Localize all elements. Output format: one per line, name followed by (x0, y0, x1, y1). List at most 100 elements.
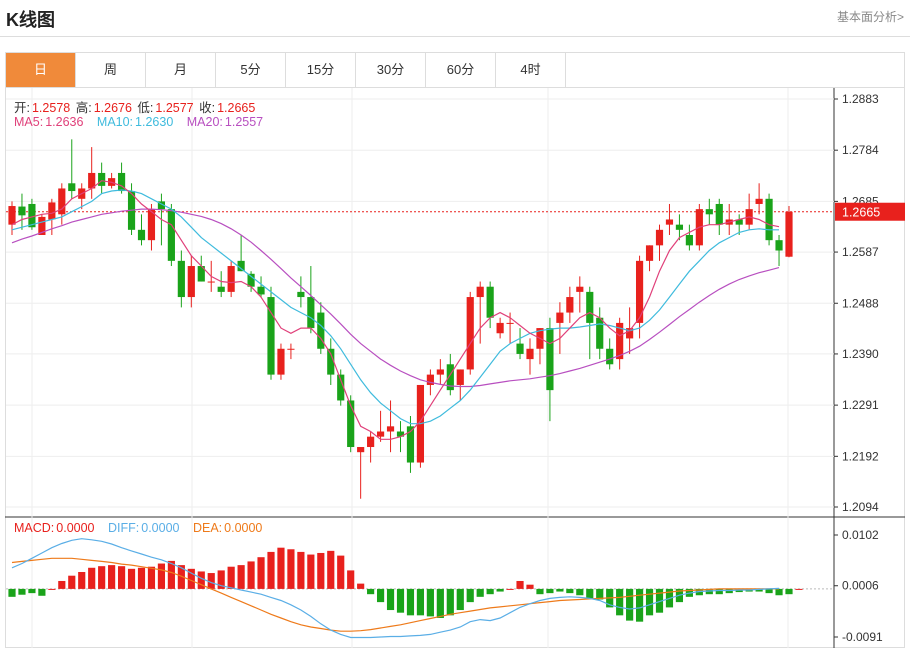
macd-histogram-bar (506, 588, 514, 590)
high-label: 高: (75, 101, 92, 115)
tab-15min[interactable]: 15分 (286, 53, 356, 87)
tab-30min[interactable]: 30分 (356, 53, 426, 87)
ma5-value: 1.2636 (45, 115, 84, 129)
ohlc-info: 开: 1.2578 高: 1.2676 低: 1.2577 收: 1.2665 (14, 97, 257, 116)
chart-container (5, 88, 905, 648)
candle-body (287, 348, 295, 350)
candle-body (277, 348, 285, 375)
macd-histogram-bar (755, 588, 763, 592)
candle-body (685, 235, 693, 246)
macd-histogram-bar (655, 588, 664, 613)
candle-body (237, 260, 245, 272)
candle-body (38, 216, 46, 235)
macd-histogram-bar (765, 588, 773, 594)
candle-body (307, 297, 315, 329)
period-tabs: 日 周 月 5分 15分 30分 60分 4时 (5, 52, 905, 88)
price-tick-label: 1.2094 (842, 500, 879, 514)
candle-body (436, 369, 444, 375)
macd-histogram-bar (237, 565, 245, 589)
macd-histogram-bar (327, 550, 335, 589)
macd-histogram-bar (297, 551, 305, 589)
macd-histogram-bar (436, 588, 444, 618)
open-value: 1.2578 (31, 101, 71, 115)
fundamental-analysis-link[interactable]: 基本面分析> (836, 10, 904, 24)
ma5-line (11, 180, 780, 440)
macd-histogram-bar (446, 588, 454, 616)
macd-histogram-bar (8, 588, 16, 597)
macd-histogram-bar (207, 573, 215, 589)
candle-body (317, 312, 325, 349)
price-tick-label: 1.2192 (842, 449, 879, 463)
tab-month[interactable]: 月 (146, 53, 216, 87)
candle-body (606, 348, 614, 365)
candle-body (337, 374, 345, 401)
candle-body (576, 286, 584, 292)
macd-histogram-bar (357, 583, 365, 589)
macd-histogram-bar (347, 570, 355, 589)
macd-histogram-bar (58, 580, 66, 589)
candle-body (297, 291, 305, 298)
macd-histogram-bar (367, 588, 375, 595)
candle-body (327, 348, 335, 375)
candle-body (526, 348, 534, 360)
candle-body (376, 431, 385, 437)
candle-body (227, 266, 235, 292)
macd-histogram-bar (426, 588, 434, 617)
candle-body (775, 240, 783, 251)
tab-4hour[interactable]: 4时 (496, 53, 566, 87)
candle-body (88, 172, 96, 189)
candle-body (167, 209, 175, 261)
candle-body (755, 198, 763, 204)
macd-info: MACD: 0.0000 DIFF: 0.0000 DEA: 0.0000 (14, 521, 264, 535)
tab-day[interactable]: 日 (6, 53, 76, 87)
diff-line (11, 538, 780, 639)
macd-histogram-bar (376, 588, 385, 603)
macd-histogram-bar (48, 588, 56, 590)
macd-histogram-bar (98, 566, 106, 589)
macd-histogram-bar (586, 588, 594, 599)
open-label: 开: (14, 101, 30, 115)
candle-body (386, 426, 395, 432)
candle-body (446, 364, 454, 391)
tab-week[interactable]: 周 (76, 53, 146, 87)
close-label: 收: (199, 101, 216, 115)
candle-body (187, 266, 195, 298)
candle-body (217, 286, 225, 292)
macd-histogram-bar (496, 588, 504, 592)
macd-histogram-bar (566, 588, 574, 594)
candle-body (586, 291, 594, 323)
macd-histogram-bar (596, 588, 604, 600)
macd-histogram-bar (486, 588, 494, 595)
ma10-label: MA10: (96, 115, 134, 129)
price-tick-label: 1.2488 (842, 296, 879, 310)
ma10-line (11, 189, 779, 425)
candle-body (247, 273, 255, 287)
macd-histogram-bar (287, 549, 295, 589)
macd-histogram-bar (217, 570, 225, 589)
macd-value: 0.0000 (56, 521, 95, 535)
price-tick-label: 1.2390 (842, 347, 879, 361)
candle-body (655, 229, 664, 246)
candle-body (596, 317, 604, 349)
candle-body (367, 436, 375, 448)
page-title: K线图 (6, 10, 55, 30)
macd-histogram-bar (267, 551, 275, 589)
dea-line (11, 557, 779, 632)
tab-60min[interactable]: 60分 (426, 53, 496, 87)
candle-body (675, 224, 684, 230)
macd-histogram-bar (78, 571, 86, 589)
macd-histogram-bar (197, 571, 205, 589)
macd-histogram-bar (785, 588, 793, 595)
macd-histogram-bar (546, 588, 554, 594)
current-price-tag (835, 202, 905, 221)
macd-tick-label: 0.0006 (842, 579, 879, 593)
high-value: 1.2676 (93, 101, 132, 115)
tab-5min[interactable]: 5分 (216, 53, 286, 87)
candle-body (705, 209, 713, 215)
candle-body (496, 322, 504, 334)
price-tick-label: 1.2291 (842, 398, 879, 412)
macd-histogram-bar (227, 566, 235, 589)
candle-body (715, 203, 723, 225)
candle-body (267, 297, 275, 375)
